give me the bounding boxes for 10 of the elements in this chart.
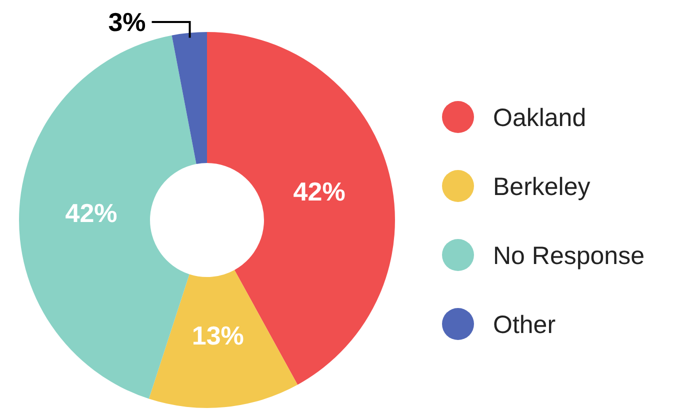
donut-slice bbox=[148, 270, 298, 408]
data-label: 3% bbox=[108, 7, 146, 38]
legend-label: Other bbox=[493, 310, 556, 339]
data-label: 42% bbox=[65, 198, 118, 228]
legend-label: Berkeley bbox=[493, 172, 591, 201]
donut-slice bbox=[172, 32, 207, 164]
legend-label: No Response bbox=[493, 242, 644, 270]
legend-label: Oakland bbox=[493, 104, 586, 132]
data-label: 13% bbox=[192, 320, 244, 351]
data-label: 42% bbox=[293, 176, 346, 206]
